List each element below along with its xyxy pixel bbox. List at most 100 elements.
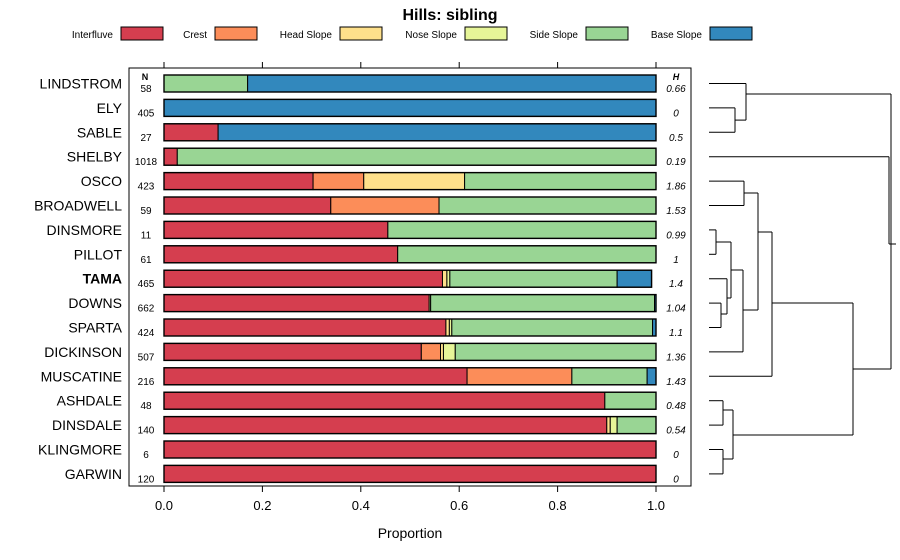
row-label: PILLOT	[74, 246, 123, 262]
bar-segment-side-slope	[571, 367, 648, 386]
row-label: KLINGMORE	[38, 442, 122, 458]
dendrogram	[709, 83, 896, 475]
row-h-value: 0	[673, 108, 679, 119]
bar-segment-interfluve	[163, 416, 608, 435]
row-h-value: 1.04	[666, 304, 686, 315]
x-axis: 0.0 0.2 0.4 0.6 0.8 1.0	[155, 486, 665, 513]
x-tick-label: 1.0	[647, 498, 665, 513]
row-n-value: 1018	[135, 157, 158, 168]
top-axis-ticks	[163, 62, 657, 68]
row-n-value: 140	[138, 426, 155, 437]
legend-label-crest: Crest	[183, 30, 207, 41]
row-dickinson: DICKINSON 507 1.36	[44, 342, 686, 363]
row-n-value: 662	[138, 304, 155, 315]
row-downs: DOWNS 662 1.04	[68, 293, 686, 315]
row-n-value: 27	[140, 133, 152, 144]
bar-outline	[163, 98, 657, 118]
row-label: BROADWELL	[34, 198, 122, 214]
row-h-value: 1.1	[669, 328, 683, 339]
bar-segment-side-slope	[430, 294, 656, 313]
bar-outline	[163, 318, 657, 337]
bar-outline	[163, 245, 657, 264]
row-label: SHELBY	[67, 149, 123, 165]
row-h-value: 0	[673, 474, 679, 485]
row-ashdale: ASHDALE 48 0.48	[57, 391, 686, 412]
row-n-value: 58	[140, 84, 152, 95]
bar-segment-nose-slope	[442, 342, 456, 361]
bar-segment-interfluve	[163, 196, 332, 215]
bar-segment-head-slope	[363, 172, 466, 191]
legend-label-side-slope: Side Slope	[530, 30, 579, 41]
bar-outline	[163, 391, 657, 410]
bar-segment-head-slope	[445, 318, 450, 337]
row-shelby: SHELBY 1018 0.19	[67, 147, 686, 168]
bar-segment-crest	[420, 342, 442, 361]
row-label: ELY	[97, 100, 123, 116]
row-n-value: 507	[138, 352, 155, 363]
row-h-value: 1.43	[666, 377, 686, 388]
chart-title: Hills: sibling	[402, 7, 497, 24]
row-dinsdale: DINSDALE 140 0.54	[52, 415, 686, 437]
x-tick-label: 0.4	[352, 498, 370, 513]
legend-swatch-side-slope	[585, 26, 629, 41]
bar-segment-base-slope	[163, 98, 657, 117]
row-h-value: 0.54	[666, 426, 686, 437]
bar-segment-crest	[330, 196, 440, 215]
bar-segment-interfluve	[163, 245, 399, 264]
bar-outline	[163, 123, 657, 142]
x-tick-label: 0.0	[155, 498, 173, 513]
x-tick-label: 0.8	[549, 498, 567, 513]
row-n-value: 11	[141, 230, 152, 241]
row-h-value: 0.48	[666, 401, 686, 412]
bar-segment-side-slope	[163, 74, 249, 93]
row-label: SPARTA	[68, 320, 122, 336]
bar-outline	[163, 74, 657, 93]
row-h-value: 0	[673, 450, 679, 461]
row-n-value: 424	[138, 328, 155, 339]
bar-outline	[163, 293, 657, 313]
bar-segment-interfluve	[163, 318, 447, 337]
bar-segment-crest	[466, 367, 573, 386]
bar-outline	[163, 440, 657, 459]
h-column-header: H	[673, 72, 680, 82]
legend-swatch-nose-slope	[464, 26, 508, 41]
row-muscatine: MUSCATINE 216 1.43	[41, 367, 686, 388]
row-label: GARWIN	[65, 466, 122, 482]
row-pillot: PILLOT 61 1	[74, 245, 679, 266]
row-broadwell: BROADWELL 59 1.53	[34, 196, 686, 217]
row-osco: OSCO 423 1.86	[81, 171, 686, 193]
row-n-value: 216	[138, 377, 155, 388]
bar-segment-base-slope	[646, 367, 657, 386]
bar-segment-crest	[312, 172, 365, 191]
row-n-value: 465	[138, 279, 155, 290]
row-h-value: 1	[673, 255, 679, 266]
row-lindstrom: LINDSTROM 58 0.66	[40, 74, 686, 95]
row-n-value: 48	[140, 401, 152, 412]
bar-segment-interfluve	[163, 269, 443, 288]
bar-segment-side-slope	[176, 147, 657, 166]
bar-segment-side-slope	[464, 172, 657, 191]
bar-outline	[163, 147, 657, 166]
row-label: DOWNS	[68, 295, 122, 311]
bar-segment-nose-slope	[609, 416, 618, 435]
bar-segment-side-slope	[604, 391, 657, 410]
row-sparta: SPARTA 424 1.1	[68, 318, 683, 339]
bar-segment-interfluve	[163, 342, 422, 361]
legend-label-interfluve: Interfluve	[72, 30, 114, 41]
bar-segment-side-slope	[454, 342, 657, 361]
bar-segment-interfluve	[163, 172, 314, 191]
row-n-value: 6	[143, 450, 149, 461]
bar-segment-side-slope	[616, 416, 657, 435]
bar-segment-interfluve	[163, 294, 430, 313]
legend-label-base-slope: Base Slope	[651, 30, 703, 41]
row-label: LINDSTROM	[40, 76, 122, 92]
row-h-value: 1.4	[669, 279, 683, 290]
bar-segment-interfluve	[163, 391, 606, 410]
bar-segment-head-slope	[606, 416, 611, 435]
legend-swatch-head-slope	[339, 26, 383, 41]
x-tick-label: 0.6	[450, 498, 468, 513]
row-label: MUSCATINE	[41, 368, 122, 384]
row-h-value: 1.36	[666, 352, 686, 363]
